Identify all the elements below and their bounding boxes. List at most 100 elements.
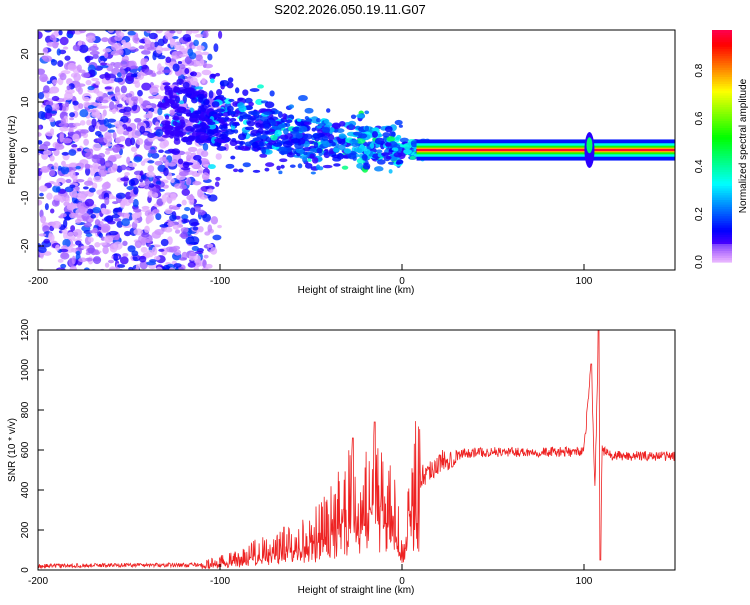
signal-blob bbox=[310, 171, 316, 175]
signal-blob bbox=[388, 141, 398, 149]
signal-blob bbox=[395, 161, 401, 165]
noise-blob bbox=[140, 57, 147, 67]
signal-blob bbox=[228, 111, 237, 115]
noise-blob bbox=[188, 52, 197, 60]
noise-blob bbox=[63, 219, 68, 228]
signal-blob bbox=[274, 129, 282, 137]
noise-blob bbox=[185, 30, 193, 36]
noise-blob bbox=[109, 272, 115, 276]
noise-blob bbox=[94, 242, 101, 248]
noise-blob bbox=[43, 238, 50, 244]
snr-marks bbox=[38, 330, 675, 570]
noise-blob bbox=[83, 148, 93, 152]
signal-blob bbox=[278, 170, 283, 175]
noise-blob bbox=[208, 90, 214, 99]
noise-blob bbox=[83, 138, 89, 146]
noise-blob bbox=[133, 228, 144, 236]
colorbar-cell bbox=[712, 76, 732, 80]
noise-blob bbox=[159, 224, 169, 228]
signal-blob bbox=[295, 119, 304, 126]
noise-blob bbox=[128, 266, 134, 270]
noise-blob bbox=[141, 205, 150, 210]
signal-blob bbox=[178, 100, 185, 105]
colorbar-cell bbox=[712, 94, 732, 98]
noise-blob bbox=[130, 146, 138, 153]
colorbar-tick-label: 0.2 bbox=[694, 207, 705, 221]
noise-blob bbox=[169, 214, 177, 222]
noise-blob bbox=[97, 165, 107, 171]
noise-blob bbox=[60, 213, 67, 218]
noise-blob bbox=[64, 91, 73, 101]
noise-blob bbox=[121, 218, 130, 227]
noise-blob bbox=[69, 117, 75, 121]
noise-blob bbox=[159, 141, 168, 149]
signal-blob bbox=[276, 165, 281, 171]
noise-blob bbox=[197, 188, 203, 198]
x-tick-label: 100 bbox=[576, 276, 593, 287]
noise-blob bbox=[180, 167, 191, 171]
colorbar-cell bbox=[712, 108, 732, 112]
noise-blob bbox=[180, 227, 189, 233]
signal-blob bbox=[249, 88, 260, 92]
noise-blob bbox=[155, 175, 162, 179]
x-tick-label: 100 bbox=[576, 576, 593, 587]
noise-blob bbox=[170, 206, 181, 210]
colorbar-cell bbox=[712, 173, 732, 177]
noise-blob bbox=[196, 45, 205, 51]
signal-blob bbox=[393, 152, 403, 158]
noise-blob bbox=[43, 141, 51, 147]
noise-blob bbox=[88, 125, 95, 133]
noise-blob bbox=[39, 168, 49, 172]
noise-blob bbox=[61, 151, 69, 156]
noise-blob bbox=[87, 104, 95, 110]
noise-blob bbox=[114, 35, 122, 42]
y-tick-label: 10 bbox=[20, 96, 31, 108]
noise-blob bbox=[146, 243, 152, 248]
noise-blob bbox=[104, 86, 112, 90]
noise-blob bbox=[107, 259, 115, 264]
noise-blob bbox=[140, 50, 151, 55]
noise-blob bbox=[146, 110, 153, 119]
noise-blob bbox=[160, 238, 169, 247]
noise-blob bbox=[151, 246, 158, 256]
signal-blob bbox=[277, 123, 287, 129]
signal-blob bbox=[246, 120, 256, 127]
noise-blob bbox=[123, 230, 131, 237]
signal-blob bbox=[229, 117, 237, 122]
noise-blob bbox=[207, 53, 213, 61]
signal-blob bbox=[317, 129, 323, 135]
signal-blob bbox=[381, 152, 390, 157]
signal-blob bbox=[374, 137, 385, 145]
noise-blob bbox=[59, 126, 69, 132]
noise-blob bbox=[190, 76, 198, 86]
noise-blob bbox=[86, 208, 94, 215]
signal-blob bbox=[237, 133, 247, 141]
signal-blob bbox=[244, 141, 253, 147]
noise-blob bbox=[200, 150, 209, 158]
signal-blob bbox=[264, 123, 270, 131]
noise-blob bbox=[117, 264, 126, 268]
noise-blob bbox=[99, 65, 109, 69]
signal-blob bbox=[385, 155, 392, 160]
signal-blob bbox=[264, 101, 275, 109]
noise-blob bbox=[107, 220, 116, 225]
noise-blob bbox=[190, 30, 199, 34]
noise-blob bbox=[49, 89, 54, 94]
colorbar-cell bbox=[712, 185, 732, 189]
noise-blob bbox=[180, 23, 185, 29]
noise-blob bbox=[148, 149, 157, 154]
noise-blob bbox=[215, 153, 222, 160]
signal-blob bbox=[227, 77, 234, 83]
noise-blob bbox=[93, 87, 100, 94]
signal-blob bbox=[269, 90, 275, 97]
colorbar-cell bbox=[712, 139, 732, 142]
noise-blob bbox=[78, 69, 86, 74]
noise-blob bbox=[83, 222, 92, 228]
noise-blob bbox=[126, 156, 131, 165]
noise-blob bbox=[39, 192, 44, 197]
signal-blob bbox=[248, 101, 254, 107]
artifact-core bbox=[586, 137, 593, 154]
colorbar-cell bbox=[712, 150, 732, 154]
chart-title: S202.2026.050.19.11.G07 bbox=[274, 2, 426, 17]
signal-blob bbox=[322, 126, 331, 134]
